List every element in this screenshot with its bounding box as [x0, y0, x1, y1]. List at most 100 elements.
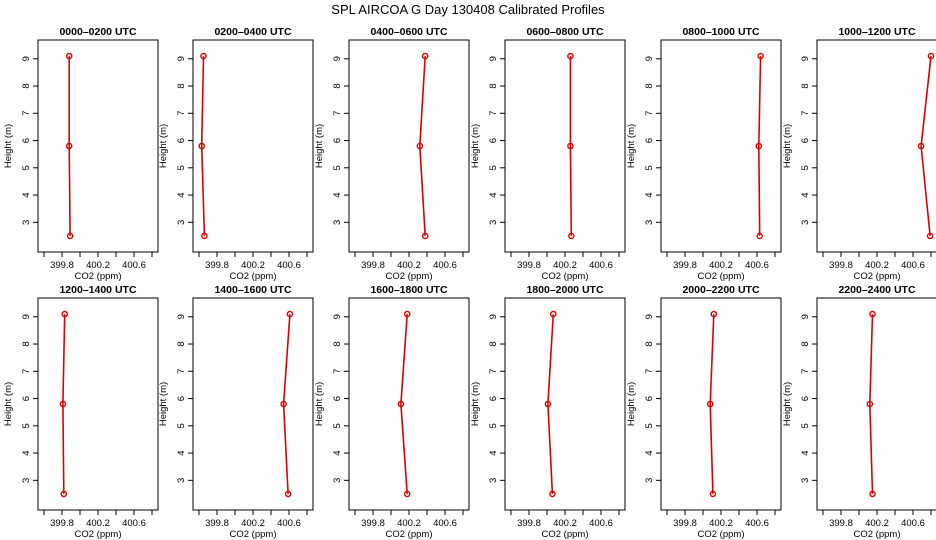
x-axis-label: CO2 (ppm): [75, 529, 122, 540]
panel-title: 2200–2400 UTC: [838, 284, 915, 296]
y-tick-label: 4: [176, 450, 187, 455]
figure-title: SPL AIRCOA G Day 130408 Calibrated Profi…: [331, 2, 605, 17]
y-tick-label: 5: [800, 165, 811, 170]
data-point: [926, 232, 934, 240]
y-tick-label: 3: [488, 220, 499, 225]
y-tick-label: 7: [644, 369, 655, 374]
profile-line: [868, 314, 874, 494]
x-axis-label: CO2 (ppm): [230, 271, 277, 282]
profile-line: [757, 56, 762, 236]
x-tick-label: 400.6: [277, 518, 301, 529]
y-tick-label: 3: [644, 220, 655, 225]
y-tick-label: 6: [488, 396, 499, 401]
data-point: [59, 400, 67, 408]
plot-frame: [504, 39, 626, 253]
x-tick-label: 399.8: [517, 260, 541, 271]
y-tick-label: 7: [176, 369, 187, 374]
x-tick-label: 399.8: [673, 518, 697, 529]
x-tick-label: 400.6: [433, 260, 457, 271]
y-tick-label: 4: [332, 192, 343, 197]
panel-title: 1400–1600 UTC: [214, 284, 291, 296]
x-tick-label: 399.8: [361, 518, 385, 529]
y-tick-label: 4: [800, 192, 811, 197]
data-point: [416, 142, 424, 150]
data-point: [710, 310, 718, 318]
y-tick-label: 7: [21, 369, 32, 374]
y-axis-label: Height (m): [470, 382, 481, 426]
y-tick-label: 9: [176, 314, 187, 319]
x-tick-label: 400.2: [241, 260, 265, 271]
y-tick-label: 7: [800, 369, 811, 374]
y-tick-label: 6: [332, 138, 343, 143]
data-point: [201, 232, 208, 240]
x-tick-label: 399.8: [50, 518, 74, 529]
y-tick-label: 3: [644, 478, 655, 483]
y-tick-label: 6: [644, 138, 655, 143]
y-tick-label: 3: [21, 220, 32, 225]
data-point: [421, 52, 429, 60]
panel-title: 0400–0600 UTC: [370, 26, 447, 38]
y-tick-label: 5: [800, 423, 811, 428]
panel-title: 0600–0800 UTC: [526, 26, 603, 38]
y-tick-label: 6: [332, 396, 343, 401]
x-tick-label: 400.6: [589, 518, 613, 529]
profile-panel: 0200–0400 UTC 399.8 400.2 400.6 3 4 5 6 7 8 9 CO2 (…: [158, 26, 314, 282]
x-tick-label: 400.6: [122, 260, 146, 271]
y-axis-label: Height (m): [626, 124, 637, 168]
plot-frame: [660, 297, 782, 511]
y-tick-label: 9: [800, 56, 811, 61]
x-tick-label: 400.2: [241, 518, 265, 529]
profile-line: [200, 56, 206, 236]
panel-title: 0800–1000 UTC: [682, 26, 759, 38]
y-tick-label: 5: [332, 423, 343, 428]
x-tick-label: 399.8: [205, 260, 229, 271]
y-tick-label: 5: [21, 423, 32, 428]
plot-frame: [37, 297, 159, 511]
panel-title: 1600–1800 UTC: [370, 284, 447, 296]
y-tick-label: 3: [800, 478, 811, 483]
y-tick-label: 7: [488, 111, 499, 116]
y-axis-label: Height (m): [314, 124, 325, 168]
profile-panel: 2200–2400 UTC 399.8 400.2 400.6 3 4 5 6 7 8 9 CO2 (…: [782, 284, 936, 540]
y-tick-label: 4: [21, 192, 32, 197]
plot-frame: [192, 297, 314, 511]
y-tick-label: 4: [176, 192, 187, 197]
y-tick-label: 9: [800, 314, 811, 319]
y-axis-label: Height (m): [314, 382, 325, 426]
data-point: [61, 310, 69, 318]
profile-line: [62, 314, 66, 494]
y-tick-label: 9: [176, 56, 187, 61]
y-tick-label: 7: [332, 111, 343, 116]
data-point: [284, 490, 292, 498]
profile-line: [400, 314, 408, 494]
profile-panel: 1200–1400 UTC 399.8 400.2 400.6 3 4 5 6 7 8 9 CO2 (…: [3, 284, 159, 540]
x-tick-label: 400.2: [553, 518, 577, 529]
data-point: [757, 52, 764, 60]
x-tick-label: 400.2: [865, 260, 889, 271]
data-point: [869, 310, 876, 318]
x-axis-label: CO2 (ppm): [698, 529, 745, 540]
y-tick-label: 6: [644, 396, 655, 401]
x-tick-label: 400.2: [709, 518, 733, 529]
profile-panel: 0400–0600 UTC 399.8 400.2 400.6 3 4 5 6 7 8 9 CO2 (…: [314, 26, 470, 282]
x-tick-label: 400.6: [901, 260, 925, 271]
y-tick-label: 4: [332, 450, 343, 455]
y-tick-label: 5: [176, 423, 187, 428]
y-axis-label: Height (m): [158, 124, 169, 168]
y-tick-label: 8: [800, 341, 811, 346]
x-tick-label: 400.2: [397, 518, 421, 529]
y-tick-label: 3: [21, 478, 32, 483]
y-tick-label: 8: [332, 83, 343, 88]
y-tick-label: 5: [21, 165, 32, 170]
x-tick-label: 399.8: [50, 260, 74, 271]
y-tick-label: 7: [21, 111, 32, 116]
y-tick-label: 8: [21, 341, 32, 346]
profile-line: [282, 314, 291, 494]
y-axis-label: Height (m): [626, 382, 637, 426]
x-tick-label: 400.6: [745, 260, 769, 271]
profile-line: [920, 56, 932, 236]
x-tick-label: 400.6: [433, 518, 457, 529]
x-tick-label: 399.8: [205, 518, 229, 529]
y-tick-label: 5: [644, 423, 655, 428]
x-tick-label: 400.6: [277, 260, 301, 271]
